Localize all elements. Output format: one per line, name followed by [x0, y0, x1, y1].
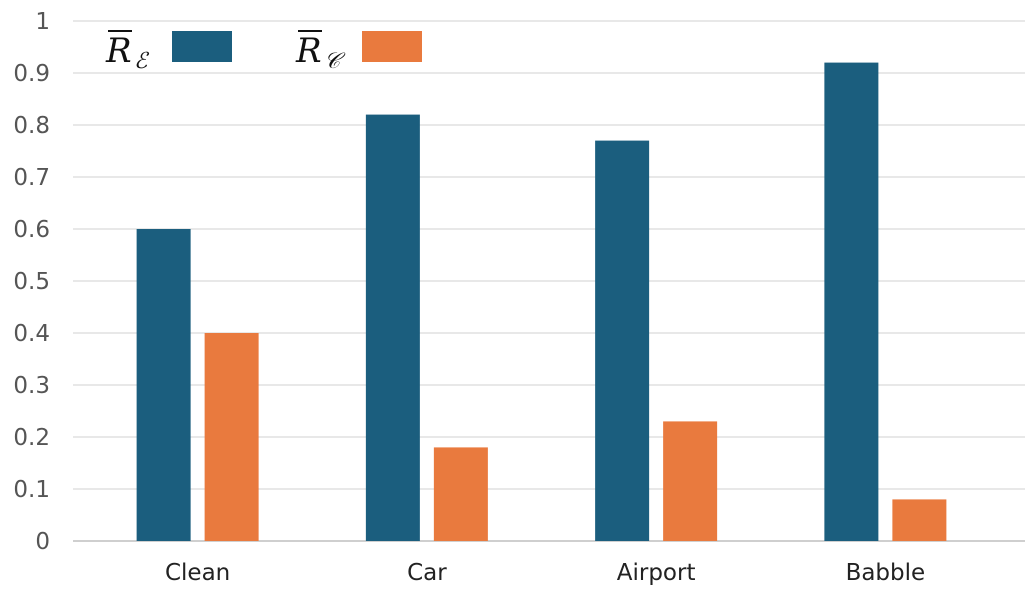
bar-babble-series-2 — [892, 499, 947, 541]
legend-label: R — [295, 31, 322, 71]
y-tick-label: 0.7 — [13, 165, 50, 191]
bar-car-series-2 — [433, 447, 488, 541]
legend-swatch — [172, 31, 232, 62]
x-category-label: Car — [407, 560, 447, 586]
x-axis-category-labels: Clean Car Airport Babble — [165, 560, 925, 586]
bar-babble-series-1 — [824, 62, 879, 541]
bar-clean-series-1 — [136, 229, 191, 541]
bar-car-series-1 — [365, 114, 420, 541]
x-category-label: Clean — [165, 560, 230, 586]
legend-subscript: ℰ — [134, 49, 150, 74]
y-tick-label: 0 — [35, 529, 50, 555]
legend-subscript: 𝒞 — [324, 49, 346, 74]
y-axis-tick-labels: 0 0.1 0.2 0.3 0.4 0.5 0.6 0.7 0.8 0.9 1 — [13, 9, 50, 555]
y-tick-label: 0.8 — [13, 113, 50, 139]
y-tick-label: 0.6 — [13, 217, 50, 243]
legend-label: R — [105, 31, 132, 71]
y-tick-label: 0.1 — [13, 477, 50, 503]
y-tick-label: 0.3 — [13, 373, 50, 399]
legend-swatch — [362, 31, 422, 62]
y-tick-label: 0.4 — [13, 321, 50, 347]
x-category-label: Airport — [617, 560, 696, 586]
y-tick-label: 0.2 — [13, 425, 50, 451]
y-tick-label: 0.9 — [13, 61, 50, 87]
bar-clean-series-2 — [204, 333, 259, 541]
y-tick-label: 1 — [35, 9, 50, 35]
x-category-label: Babble — [846, 560, 926, 586]
bar-airport-series-2 — [663, 421, 718, 541]
bar-airport-series-1 — [595, 140, 650, 541]
bars — [136, 62, 947, 541]
y-tick-label: 0.5 — [13, 269, 50, 295]
